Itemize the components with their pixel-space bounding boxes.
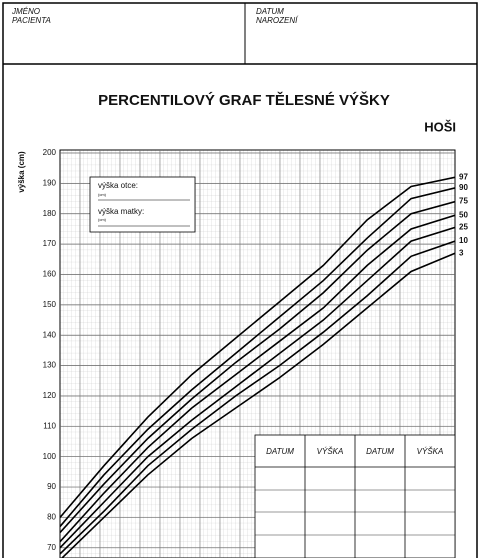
parents-box: výška otce: (cm) výška matky: (cm) bbox=[89, 176, 196, 233]
table-header: VÝŠKA bbox=[417, 447, 444, 456]
percentile-label: 3 bbox=[459, 248, 464, 257]
y-tick-label: 80 bbox=[47, 513, 56, 522]
y-axis-label: výška (cm) bbox=[17, 151, 26, 193]
parent-label: výška otce: bbox=[98, 181, 138, 190]
percentile-label: 25 bbox=[459, 223, 468, 232]
percentile-curve bbox=[60, 176, 455, 518]
y-tick-label: 180 bbox=[43, 209, 57, 218]
table-header: DATUM bbox=[366, 447, 394, 456]
measure-table bbox=[254, 434, 456, 558]
y-tick-label: 90 bbox=[47, 482, 56, 491]
percentile-curve bbox=[60, 214, 455, 543]
parent-label: výška matky: bbox=[98, 207, 144, 216]
percentile-label: 90 bbox=[459, 183, 468, 192]
y-tick-label: 140 bbox=[43, 330, 57, 339]
y-tick-label: 160 bbox=[43, 270, 57, 279]
y-tick-label: 120 bbox=[43, 391, 57, 400]
y-tick-label: 100 bbox=[43, 452, 57, 461]
y-tick-label: 110 bbox=[43, 421, 56, 430]
percentile-curve bbox=[60, 200, 455, 534]
header-field: DATUM NAROZENÍ bbox=[256, 7, 299, 25]
percentile-label: 97 bbox=[459, 172, 468, 181]
percentile-label: 10 bbox=[459, 236, 468, 245]
percentile-label: 75 bbox=[459, 197, 468, 206]
percentile-label: 50 bbox=[459, 210, 468, 219]
percentile-curve bbox=[60, 226, 455, 549]
chart-subtitle: HOŠI bbox=[424, 119, 456, 134]
y-tick-label: 130 bbox=[43, 361, 57, 370]
header-field: JMÉNO PACIENTA bbox=[11, 7, 51, 25]
percentile-curve bbox=[60, 252, 455, 558]
y-tick-label: 170 bbox=[43, 239, 57, 248]
parents-box-frame bbox=[89, 176, 196, 233]
parent-unit: (cm) bbox=[98, 217, 107, 222]
table-header: DATUM bbox=[266, 447, 294, 456]
percentile-curve bbox=[60, 240, 455, 555]
parent-unit: (cm) bbox=[98, 192, 107, 197]
table-header: VÝŠKA bbox=[317, 447, 344, 456]
y-tick-label: 70 bbox=[47, 543, 56, 552]
y-tick-label: 150 bbox=[43, 300, 57, 309]
y-tick-label: 200 bbox=[43, 148, 57, 157]
y-tick-label: 190 bbox=[43, 179, 57, 188]
chart-title: PERCENTILOVÝ GRAF TĚLESNÉ VÝŠKY bbox=[98, 91, 390, 109]
percentile-curve bbox=[60, 187, 455, 528]
